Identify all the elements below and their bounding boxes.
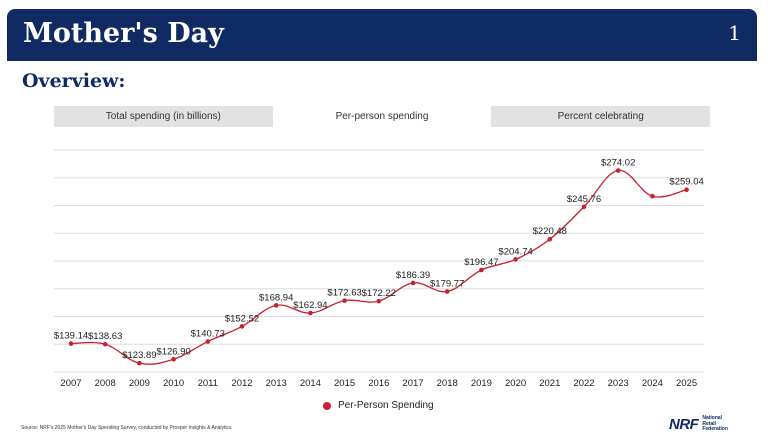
tab-per-person-spending[interactable]: Per-person spending xyxy=(272,106,492,127)
x-tick-label: 2025 xyxy=(676,378,697,389)
logo-mark: NRF xyxy=(669,416,699,433)
x-tick-label: 2012 xyxy=(231,378,252,389)
data-point xyxy=(376,298,382,304)
tab-total-spending[interactable]: Total spending (in billions) xyxy=(105,111,221,122)
data-point xyxy=(137,360,142,366)
data-label: $168.94 xyxy=(259,292,293,303)
data-point xyxy=(479,267,484,273)
data-label: $126.90 xyxy=(156,346,190,357)
data-label: $186.39 xyxy=(396,270,430,281)
data-point xyxy=(547,236,553,242)
data-point xyxy=(308,310,313,316)
data-label: $140.73 xyxy=(191,329,225,340)
legend-swatch xyxy=(323,401,331,410)
x-tick-label: 2023 xyxy=(608,378,629,389)
data-label: $245.76 xyxy=(567,194,601,205)
data-point xyxy=(239,324,245,329)
data-point xyxy=(581,204,587,210)
x-tick-label: 2020 xyxy=(505,378,526,389)
x-tick-label: 2016 xyxy=(368,378,389,389)
x-tick-label: 2009 xyxy=(129,378,150,389)
nrf-logo: NRF National Retail Federation xyxy=(669,416,728,433)
source-note: Source: NRF's 2025 Mother's Day Spending… xyxy=(21,425,232,431)
x-tick-label: 2007 xyxy=(60,378,81,389)
section-heading: Overview: xyxy=(22,70,126,92)
data-label: $259.04 xyxy=(669,177,703,188)
x-tick-label: 2013 xyxy=(266,378,287,389)
data-point xyxy=(410,280,416,286)
legend-label: Per-Person Spending xyxy=(338,400,434,411)
data-label: $196.47 xyxy=(464,257,498,268)
data-label: $179.77 xyxy=(430,278,464,289)
data-point xyxy=(102,341,108,347)
data-point xyxy=(171,356,176,362)
data-point xyxy=(273,303,279,308)
data-point xyxy=(68,341,74,346)
data-point xyxy=(444,289,450,294)
page-number: 1 xyxy=(728,21,741,45)
x-tick-label: 2017 xyxy=(402,378,423,389)
data-point xyxy=(684,187,689,193)
logo-text: National Retail Federation xyxy=(702,416,728,433)
data-label: $123.89 xyxy=(122,350,156,361)
x-tick-label: 2011 xyxy=(198,378,218,389)
x-tick-label: 2021 xyxy=(539,378,560,389)
logo-line-3: Federation xyxy=(702,426,728,433)
data-point xyxy=(342,298,347,303)
chart-legend: Per-Person Spending xyxy=(323,400,434,411)
header-banner: Mother's Day 1 xyxy=(7,9,757,61)
tab-percent-celebrating[interactable]: Percent celebrating xyxy=(557,111,644,122)
x-tick-label: 2024 xyxy=(642,378,663,389)
data-point xyxy=(513,257,518,262)
data-point xyxy=(615,168,621,173)
x-tick-label: 2008 xyxy=(95,378,116,389)
logo-line-2: Retail xyxy=(702,420,716,427)
data-label: $172.63 xyxy=(327,288,361,299)
data-label: $139.14 xyxy=(54,331,88,342)
x-tick-label: 2018 xyxy=(437,378,458,389)
x-tick-label: 2022 xyxy=(573,378,594,389)
x-tick-label: 2014 xyxy=(300,378,321,389)
tab-bar: Total spending (in billions) Per-person … xyxy=(54,106,710,127)
data-label: $274.02 xyxy=(601,158,635,169)
data-point xyxy=(650,193,655,199)
logo-line-1: National xyxy=(702,415,723,422)
data-label: $204.74 xyxy=(498,246,532,257)
data-point xyxy=(205,339,211,344)
data-label: $138.63 xyxy=(88,331,122,342)
data-label: $220.48 xyxy=(533,226,567,237)
page-title: Mother's Day xyxy=(23,18,224,49)
data-label: $152.52 xyxy=(225,313,259,324)
x-tick-label: 2015 xyxy=(334,378,355,389)
x-tick-label: 2019 xyxy=(471,378,492,389)
data-label: $162.94 xyxy=(293,300,327,311)
x-tick-label: 2010 xyxy=(163,378,184,389)
data-label: $172.22 xyxy=(362,288,396,299)
